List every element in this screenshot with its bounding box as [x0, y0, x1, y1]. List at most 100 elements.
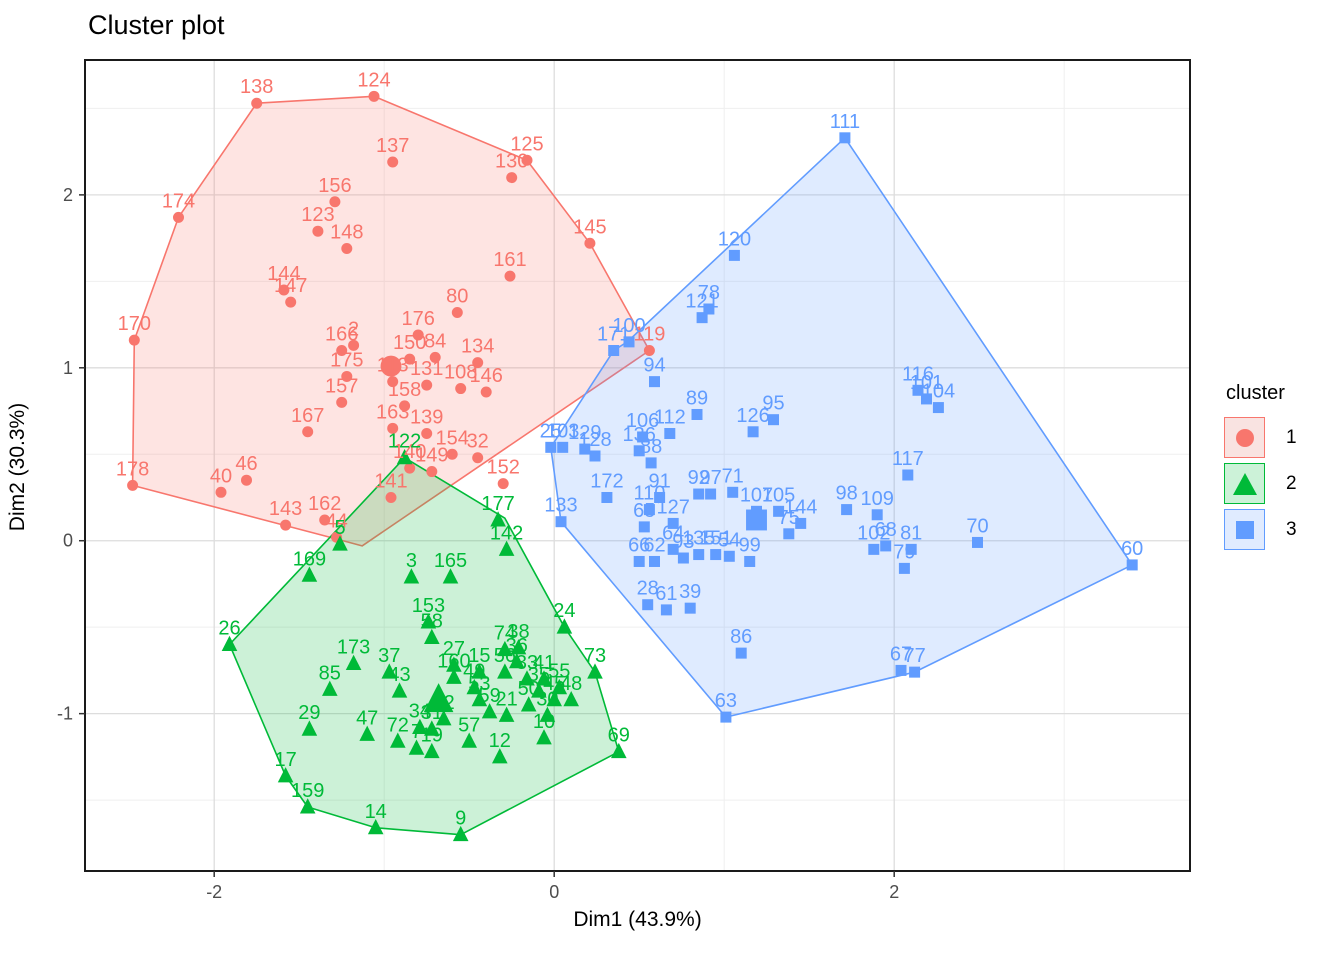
- y-tick-label: 2: [63, 185, 73, 205]
- data-point-47: [359, 725, 375, 741]
- data-point-100: [623, 336, 635, 348]
- point-label-91: 91: [648, 470, 670, 492]
- point-label-133: 133: [544, 495, 577, 517]
- data-point-167: [302, 426, 314, 438]
- data-point-62: [649, 555, 660, 567]
- data-point-66: [633, 555, 645, 567]
- legend-label: 2: [1286, 472, 1297, 494]
- point-label-15: 15: [468, 645, 490, 667]
- point-label-67: 67: [890, 643, 912, 665]
- point-label-144: 144: [267, 263, 300, 285]
- data-point-178: [127, 479, 139, 491]
- data-point-151: [710, 549, 722, 561]
- point-label-151: 151: [699, 528, 732, 550]
- data-point-161: [504, 270, 516, 282]
- data-point-124: [368, 90, 380, 102]
- point-label-130: 130: [495, 151, 528, 173]
- triangle-glyph: [1232, 472, 1257, 495]
- data-point-126: [747, 426, 759, 438]
- point-label-175: 175: [330, 349, 363, 371]
- point-label-103: 103: [546, 420, 579, 442]
- point-label-106: 106: [626, 410, 659, 432]
- data-point-138: [251, 97, 263, 109]
- point-label-161: 161: [493, 249, 526, 271]
- chart-title: Cluster plot: [88, 10, 225, 40]
- point-label-37: 37: [378, 645, 400, 667]
- data-point-112: [664, 428, 676, 440]
- data-point-123: [312, 225, 324, 237]
- data-point-119: [643, 345, 655, 357]
- point-label-172: 172: [590, 470, 623, 492]
- point-label-88: 88: [640, 436, 662, 458]
- data-point-39: [684, 602, 696, 614]
- point-label-65: 65: [633, 500, 655, 522]
- data-point-156: [329, 196, 341, 208]
- point-label-84: 84: [424, 330, 446, 352]
- square-glyph: [1235, 520, 1254, 539]
- point-label-12: 12: [489, 730, 511, 752]
- data-point-92: [693, 488, 705, 500]
- point-label-128: 128: [578, 429, 611, 451]
- data-point-57: [461, 732, 477, 748]
- data-point-15: [471, 663, 488, 679]
- cluster-2-centroid: [423, 683, 454, 713]
- data-point-94: [649, 376, 660, 388]
- data-point-48: [563, 691, 579, 707]
- point-label-166: 166: [325, 324, 358, 346]
- point-label-26: 26: [218, 617, 240, 639]
- point-label-69: 69: [608, 725, 630, 747]
- data-point-141: [385, 491, 397, 503]
- point-label-105: 105: [762, 484, 795, 506]
- point-label-40: 40: [210, 465, 232, 487]
- legend-key-triangle-icon: [1224, 463, 1265, 504]
- data-point-131: [421, 379, 433, 391]
- data-point-174: [173, 211, 184, 223]
- data-point-154: [446, 448, 458, 460]
- data-point-169: [301, 566, 318, 582]
- data-point-171: [608, 345, 620, 357]
- data-point-163: [387, 422, 399, 434]
- point-label-129: 129: [568, 422, 601, 444]
- point-label-63: 63: [715, 690, 737, 712]
- data-point-33: [519, 670, 535, 686]
- data-point-65: [638, 521, 650, 533]
- data-point-68: [880, 540, 892, 552]
- point-label-104: 104: [922, 381, 955, 403]
- data-point-38: [510, 639, 527, 655]
- data-point-127: [667, 517, 679, 529]
- data-point-10: [536, 729, 552, 745]
- data-point-46: [241, 474, 252, 486]
- data-point-176: [412, 329, 424, 341]
- point-label-28: 28: [637, 578, 659, 600]
- data-point-25: [545, 441, 557, 453]
- data-point-125: [521, 154, 533, 166]
- data-point-95: [768, 414, 779, 426]
- cluster-1-centroid: [380, 355, 402, 377]
- point-label-141: 141: [374, 470, 407, 492]
- data-point-5: [332, 535, 348, 551]
- data-point-70: [972, 536, 983, 548]
- point-label-48: 48: [560, 673, 582, 695]
- data-point-101: [921, 393, 932, 405]
- data-point-170: [128, 334, 140, 346]
- data-point-55: [551, 678, 568, 695]
- point-label-127: 127: [657, 496, 690, 518]
- point-label-68: 68: [875, 519, 897, 541]
- point-label-170: 170: [118, 313, 151, 335]
- point-label-163: 163: [376, 401, 409, 423]
- data-point-14: [367, 818, 384, 835]
- point-label-34: 34: [409, 700, 431, 722]
- point-label-19: 19: [421, 725, 443, 747]
- data-point-148: [341, 242, 353, 254]
- data-point-136: [633, 445, 645, 457]
- data-point-137: [387, 156, 399, 168]
- data-point-150: [404, 353, 416, 365]
- point-label-30: 30: [536, 688, 558, 710]
- data-point-128: [589, 450, 601, 462]
- point-label-131: 131: [410, 358, 443, 380]
- legend-label: 3: [1286, 518, 1297, 540]
- data-point-129: [579, 443, 591, 455]
- point-label-57: 57: [458, 714, 480, 736]
- point-label-138: 138: [240, 76, 273, 98]
